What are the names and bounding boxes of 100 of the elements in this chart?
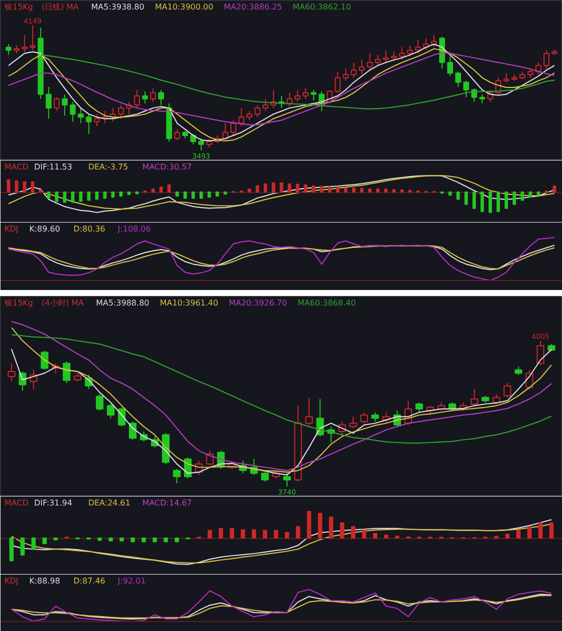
candlestick [62,361,70,384]
bar [373,532,378,538]
bar [318,512,322,538]
bar [262,530,268,538]
candlestick [246,110,252,121]
candlestick [334,71,341,94]
text: K:88.98 [29,576,60,586]
bar [200,192,203,199]
bar [119,192,123,197]
bar [328,516,334,538]
candlestick [294,89,300,102]
bar [360,188,364,193]
bar [142,538,146,542]
candlestick [106,404,114,419]
bar [536,192,540,196]
bar [516,530,521,538]
bar [336,186,340,193]
text: MA60:3868.40 [298,298,356,308]
text: MA5:3988.80 [96,298,150,308]
candlestick [504,382,512,398]
candlestick [173,468,181,484]
candlestick [230,120,236,136]
bar [549,522,554,538]
bar [127,192,131,196]
bar [111,192,115,198]
bar [488,192,492,213]
text: DEA:24.61 [88,498,130,508]
bar [9,538,14,562]
candlestick [503,72,510,83]
bar [472,192,476,209]
bar [38,190,42,193]
bar [252,529,256,538]
chart-subtitle: (4小时) MA [42,298,84,308]
candlestick [94,114,100,127]
bar [528,192,532,198]
bar [296,184,300,193]
chart-title: 银15Kg [4,298,34,308]
candlestick [342,68,349,82]
text: MACD:14.67 [142,498,192,508]
candlestick [54,96,60,112]
candlestick [390,51,397,62]
text: MA10:3900.00 [155,2,214,12]
bar [208,192,211,198]
text: DIF:31.94 [34,498,72,508]
candlestick [150,88,156,102]
candlestick [198,138,204,151]
candlestick [286,92,292,107]
candlestick [415,39,421,54]
series-label: J:108.06 [116,224,151,234]
text: D:87.46 [74,576,106,586]
series-label: DIF:11.53 [34,162,72,172]
candlestick [374,54,381,66]
text: MACD:30.57 [142,162,192,172]
bar [151,188,155,193]
candlestick [470,388,478,406]
bar [320,186,324,193]
candlestick [310,89,317,101]
candlestick [40,350,48,370]
bar [79,192,82,202]
candlestick [30,25,36,51]
bar [120,538,124,542]
bar [256,185,260,193]
candlestick [283,472,291,487]
candlestick [527,68,534,78]
bar [274,530,278,538]
bar [520,192,524,201]
text: J:92.01 [116,576,146,586]
bar [30,181,34,193]
chart-title: 银15Kg [4,2,34,12]
candlestick [174,128,180,141]
bar [164,538,168,542]
candlestick [350,62,357,78]
bar [344,187,348,193]
bar [183,192,187,199]
bar [31,538,36,550]
candlestick [8,362,16,382]
candlestick [536,340,544,366]
bar [504,192,508,209]
candlestick [118,104,124,120]
bar [306,511,312,538]
bar [384,534,388,538]
bar [22,181,26,193]
bar [350,526,356,538]
bar [218,528,224,538]
candlestick [349,416,357,429]
bar [130,538,135,542]
text: DEA:-3.75 [88,162,128,172]
bar [505,534,510,538]
bar [352,187,356,193]
bar [304,184,308,193]
chart-subtitle: (日线) MA [42,2,80,12]
bar [216,192,219,197]
bar [46,192,50,199]
bar [175,192,179,197]
candlestick [142,90,148,104]
candlestick [358,58,365,76]
bar [480,192,484,212]
text: MA10:3961.40 [160,298,218,308]
candlestick [46,86,52,120]
bar [174,538,179,542]
